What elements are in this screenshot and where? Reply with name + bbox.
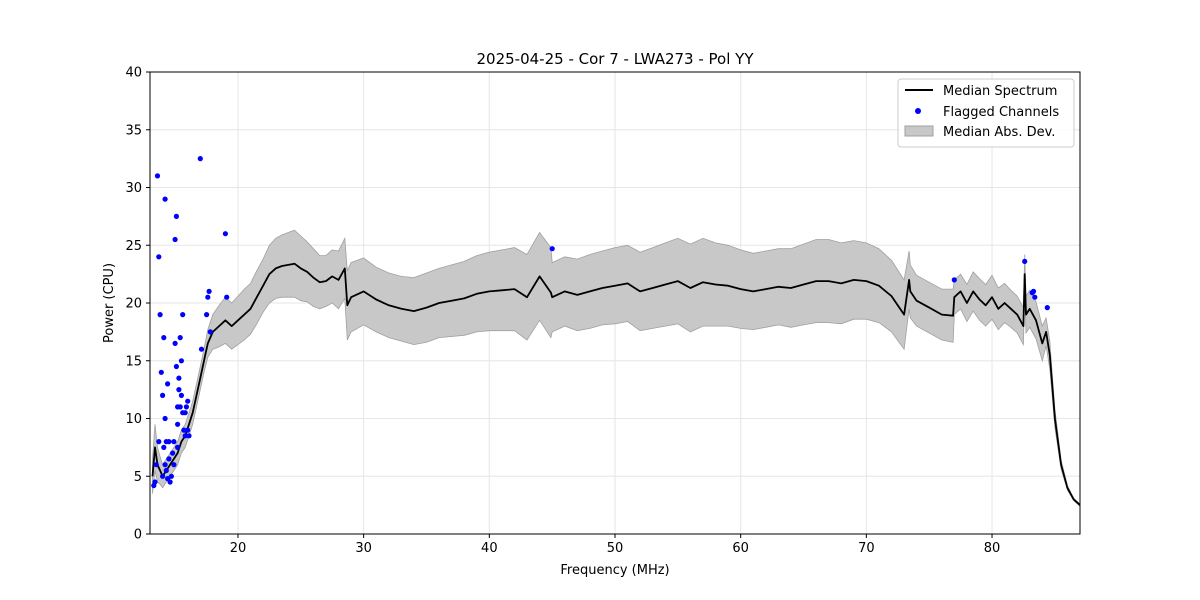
y-tick-label: 5 [134, 470, 142, 485]
y-tick-label: 15 [125, 354, 142, 369]
flagged-channel-point [161, 444, 167, 450]
legend-median-label: Median Spectrum [943, 84, 1057, 99]
flagged-channel-point [160, 392, 166, 398]
flagged-channel-point [168, 473, 174, 479]
flagged-channel-point [154, 173, 161, 179]
legend-fill-swatch [904, 125, 934, 137]
flagged-channel-point [186, 433, 192, 439]
flagged-channel-point [549, 246, 555, 252]
flagged-channel-point [170, 450, 176, 456]
flagged-channel-point [198, 346, 205, 352]
flagged-channel-point [156, 254, 162, 260]
flagged-channel-point [207, 329, 213, 335]
flagged-channel-point [185, 398, 191, 404]
flagged-channel-point [1022, 258, 1028, 264]
flagged-channel-point [166, 456, 172, 462]
flagged-channel-point [172, 236, 178, 243]
x-tick-label: 60 [732, 541, 749, 556]
legend-mad-label: Median Abs. Dev. [943, 125, 1055, 140]
flagged-channel-point [161, 335, 167, 341]
flagged-channel-point [178, 358, 184, 364]
flagged-channel-point [185, 427, 191, 433]
x-axis: 20 30 40 50 60 70 80 [230, 534, 1001, 556]
x-tick-label: 80 [984, 541, 1001, 556]
flagged-channel-point [180, 312, 186, 318]
median-spectrum-line [151, 262, 1081, 506]
flagged-channel-point [171, 462, 177, 468]
flagged-channel-point [172, 340, 178, 346]
flagged-channel-point [177, 335, 183, 341]
flagged-channel-point [175, 444, 181, 450]
x-tick-label: 30 [355, 541, 372, 556]
flagged-channel-point [205, 294, 211, 300]
flagged-channel-point [171, 439, 177, 445]
flagged-channel-point [177, 404, 183, 410]
flagged-channel-point [1032, 294, 1038, 300]
y-tick-label: 10 [125, 412, 142, 427]
flagged-channel-point [162, 415, 168, 422]
flagged-channel-point [160, 473, 166, 479]
flagged-channel-point [178, 392, 184, 398]
x-axis-label: Frequency (MHz) [560, 563, 669, 578]
flagged-channel-point [176, 375, 182, 381]
flagged-channel-point [166, 439, 172, 445]
legend-point-swatch [915, 108, 921, 114]
x-tick-label: 40 [481, 541, 498, 556]
flagged-channel-point [182, 433, 188, 439]
flagged-channel-point [157, 312, 163, 318]
flagged-channel-point [224, 294, 230, 300]
flagged-channel-point [156, 439, 162, 445]
flagged-channel-point [162, 196, 168, 202]
flagged-channel-point [165, 381, 171, 387]
chart-title: 2025-04-25 - Cor 7 - LWA273 - Pol YY [477, 50, 755, 68]
flagged-channel-point [204, 312, 210, 318]
mad-band-layer [152, 229, 1081, 508]
flagged-channel-point [152, 479, 158, 485]
y-tick-label: 20 [125, 297, 142, 312]
flagged-channel-point [1044, 305, 1050, 311]
flagged-channel-point [1030, 288, 1037, 294]
flagged-channel-point [197, 156, 203, 162]
flagged-channel-point [173, 213, 179, 219]
flagged-channel-point [167, 479, 173, 485]
flagged-channel-point [206, 288, 212, 294]
y-tick-label: 0 [134, 528, 142, 543]
legend-flagged-label: Flagged Channels [943, 105, 1059, 120]
x-tick-label: 50 [607, 541, 624, 556]
y-tick-label: 35 [125, 123, 142, 138]
y-axis-label: Power (CPU) [102, 263, 117, 343]
y-tick-label: 30 [125, 181, 142, 196]
flagged-channel-point [162, 462, 168, 468]
legend-box [897, 78, 1075, 148]
y-tick-label: 40 [125, 66, 142, 81]
x-tick-label: 70 [858, 541, 875, 556]
legend: Median Spectrum Flagged Channels Median … [897, 78, 1075, 148]
flagged-channel-point [222, 231, 228, 237]
flagged-channel-point [163, 467, 169, 474]
y-axis: 0 5 10 15 20 25 30 35 40 [125, 66, 150, 543]
flagged-channel-point [183, 404, 189, 410]
flagged-points-layer [151, 156, 1050, 489]
flagged-channel-point [158, 369, 164, 375]
flagged-channel-point [175, 421, 181, 427]
flagged-channel-point [951, 277, 957, 283]
median-line-layer [151, 262, 1081, 506]
mad-band [152, 229, 1081, 508]
flagged-channel-point [176, 387, 182, 393]
flagged-channel-point [173, 363, 179, 370]
x-tick-label: 20 [230, 541, 247, 556]
y-tick-label: 25 [125, 239, 142, 254]
flagged-channel-point [181, 427, 187, 433]
flagged-channel-point [153, 462, 159, 468]
flagged-channel-point [182, 410, 188, 416]
